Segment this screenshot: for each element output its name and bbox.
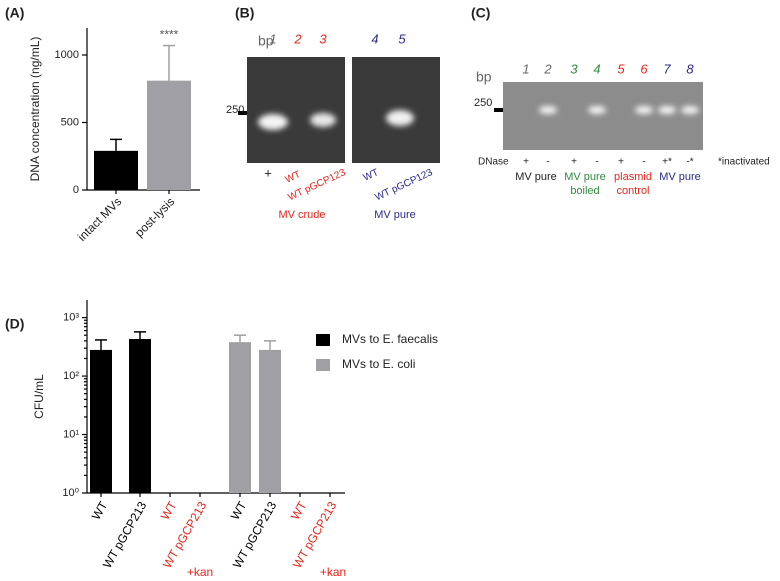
lane-number: 8 — [686, 61, 694, 76]
group-label: boiled — [570, 185, 599, 197]
group-label: control — [616, 185, 649, 197]
legend-swatch — [316, 359, 330, 371]
y-tick-label: 10² — [63, 370, 79, 382]
band — [539, 106, 557, 114]
lane-number: 4 — [371, 31, 378, 46]
annotation: **** — [160, 28, 179, 42]
x-tick-label: WT — [158, 499, 180, 523]
y-axis-label: DNA concentration (ng/mL) — [28, 37, 42, 182]
group-label: MV pure — [374, 209, 416, 221]
y-tick-label: 1000 — [55, 49, 79, 61]
treatment: - — [546, 157, 549, 168]
x-tick-label: post-lysis — [132, 194, 177, 239]
unit-label: bp — [476, 69, 492, 85]
lane-number: 5 — [617, 61, 625, 76]
treatment: + — [618, 157, 624, 168]
footnote: *inactivated — [718, 157, 770, 168]
lane-number: 2 — [543, 61, 552, 76]
panel-label: (B) — [235, 5, 254, 21]
lane-number: 1 — [522, 61, 529, 76]
group-label: plasmid — [614, 171, 652, 183]
band — [258, 114, 288, 130]
lane-number: 3 — [570, 61, 578, 76]
lane-number: 5 — [398, 31, 406, 46]
row-label: DNase — [478, 157, 509, 168]
treatment: + — [571, 157, 577, 168]
lane-number: 7 — [663, 61, 671, 76]
bar — [229, 342, 251, 493]
lane-label: WT — [362, 167, 381, 184]
gel — [247, 57, 345, 163]
band — [386, 110, 414, 126]
treatment: - — [642, 157, 645, 168]
bar — [94, 150, 138, 190]
band — [635, 106, 653, 114]
x-tick-label: WT — [228, 499, 250, 523]
panel-label: (C) — [471, 5, 490, 21]
lane-label: WT — [284, 169, 303, 186]
unit-label: bp — [258, 33, 274, 49]
gel — [352, 57, 440, 163]
panel-label: (A) — [5, 5, 24, 21]
annotation: +kan — [187, 565, 213, 579]
y-tick-label: 10¹ — [63, 428, 79, 440]
treatment: - — [595, 157, 598, 168]
lane-number: 4 — [593, 61, 600, 76]
legend-label: MVs to E. coli — [342, 357, 415, 371]
bar — [90, 349, 112, 493]
band — [588, 106, 606, 114]
y-tick-label: 500 — [61, 116, 79, 128]
y-axis-label: CFU/mL — [32, 374, 46, 419]
y-tick-label: 10³ — [63, 312, 79, 324]
lane-label: + — [264, 165, 272, 180]
x-tick-label: intact MVs — [75, 194, 125, 244]
group-label: MV crude — [278, 209, 325, 221]
y-tick-label: 10⁰ — [62, 487, 79, 499]
bar — [259, 349, 281, 493]
lane-number: 3 — [319, 31, 327, 46]
treatment: -* — [686, 157, 693, 168]
group-label: MV pure — [515, 171, 557, 183]
group-label: MV pure — [564, 171, 606, 183]
gel — [503, 82, 703, 150]
group-label: MV pure — [659, 171, 701, 183]
legend-label: MVs to E. faecalis — [342, 332, 438, 346]
marker-tick — [494, 108, 503, 112]
lane-number: 2 — [293, 31, 302, 46]
treatment: +* — [662, 157, 672, 168]
lane-number: 6 — [640, 61, 648, 76]
x-tick-label: WT — [89, 499, 111, 523]
panel-label: (D) — [5, 316, 24, 332]
legend-swatch — [316, 334, 330, 346]
bar — [147, 80, 191, 190]
lane-number: 1 — [269, 31, 276, 46]
lane-label: WT pGCP123 — [373, 167, 434, 203]
bar — [129, 339, 151, 493]
x-tick-label: WT — [288, 499, 310, 523]
marker-tick — [238, 111, 247, 115]
annotation: +kan — [320, 565, 346, 579]
y-tick-label: 0 — [73, 184, 79, 196]
band — [658, 106, 676, 114]
band — [681, 106, 699, 114]
marker-label: 250 — [474, 97, 492, 109]
treatment: + — [523, 157, 529, 168]
band — [310, 113, 336, 127]
